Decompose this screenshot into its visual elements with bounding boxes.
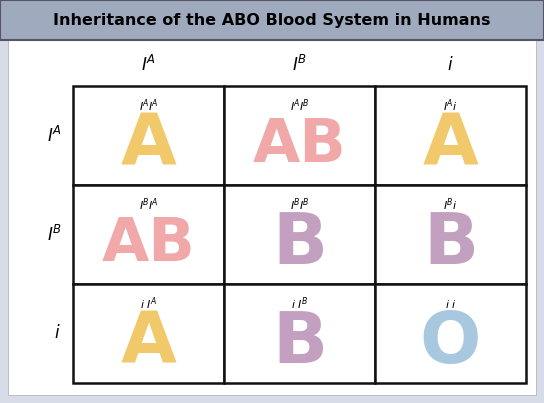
Text: A: A <box>121 309 176 378</box>
Text: O: O <box>420 309 481 378</box>
Text: $\it{I}$$^{B}$$\it{i}$: $\it{I}$$^{B}$$\it{i}$ <box>443 197 458 213</box>
Text: $\it{i}$ $\it{I}$$^{A}$: $\it{i}$ $\it{I}$$^{A}$ <box>140 295 157 312</box>
Text: $\it{i}$ $\it{I}$$^{B}$: $\it{i}$ $\it{I}$$^{B}$ <box>291 295 308 312</box>
Bar <box>8 40 536 395</box>
Text: $\it{i}$: $\it{i}$ <box>54 324 61 343</box>
Text: Inheritance of the ABO Blood System in Humans: Inheritance of the ABO Blood System in H… <box>53 12 491 27</box>
Bar <box>375 185 526 284</box>
Text: AB: AB <box>102 215 195 274</box>
Text: B: B <box>272 309 327 378</box>
Text: A: A <box>121 111 176 180</box>
Text: $\it{I}$$^{A}$: $\it{I}$$^{A}$ <box>47 125 61 145</box>
Text: $\it{I}$$^{B}$$\it{I}$$^{B}$: $\it{I}$$^{B}$$\it{I}$$^{B}$ <box>290 197 309 213</box>
Bar <box>73 284 224 383</box>
Bar <box>375 284 526 383</box>
Bar <box>73 185 224 284</box>
Text: B: B <box>423 210 478 279</box>
Text: $\it{I}$$^{A}$$\it{I}$$^{B}$: $\it{I}$$^{A}$$\it{I}$$^{B}$ <box>290 98 309 114</box>
Bar <box>0 0 544 40</box>
Text: AB: AB <box>252 116 347 175</box>
Text: $\it{I}$$^{A}$$\it{i}$: $\it{I}$$^{A}$$\it{i}$ <box>443 98 458 114</box>
Text: $\it{I}$$^{B}$: $\it{I}$$^{B}$ <box>47 224 61 245</box>
Text: A: A <box>423 111 478 180</box>
Text: B: B <box>272 210 327 279</box>
Bar <box>224 185 375 284</box>
Text: $\it{i}$: $\it{i}$ <box>447 56 454 74</box>
Bar <box>224 284 375 383</box>
Bar <box>375 86 526 185</box>
Text: $\it{I}$$^{B}$$\it{I}$$^{A}$: $\it{I}$$^{B}$$\it{I}$$^{A}$ <box>139 197 158 213</box>
Text: $\it{I}$$^{A}$: $\it{I}$$^{A}$ <box>141 55 156 75</box>
Text: $\it{i}$ $\it{i}$: $\it{i}$ $\it{i}$ <box>444 298 456 310</box>
Text: $\it{I}$$^{B}$: $\it{I}$$^{B}$ <box>292 55 307 75</box>
Bar <box>224 86 375 185</box>
Bar <box>73 86 224 185</box>
Text: $\it{I}$$^{A}$$\it{I}$$^{A}$: $\it{I}$$^{A}$$\it{I}$$^{A}$ <box>139 98 158 114</box>
